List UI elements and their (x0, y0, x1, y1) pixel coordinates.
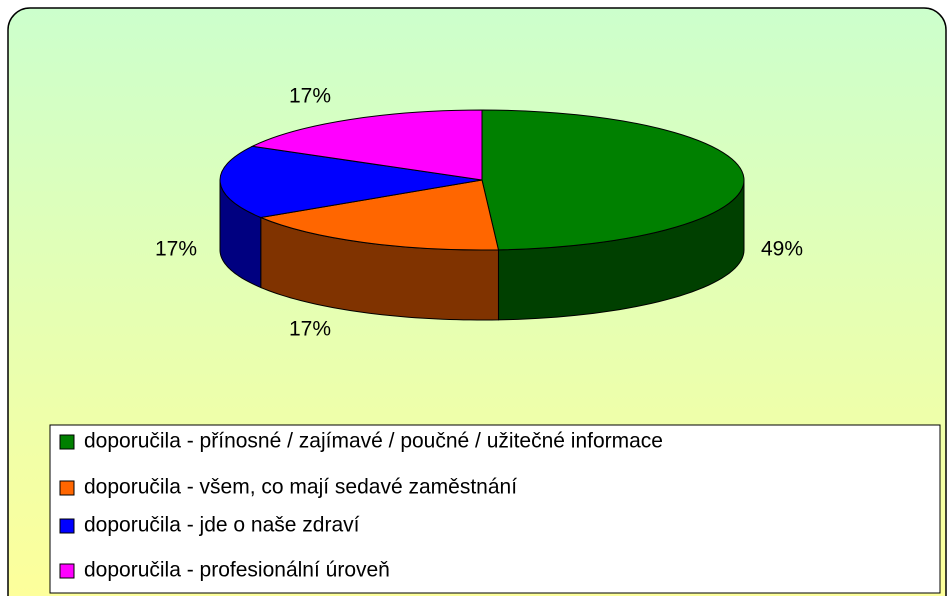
data-label: 17% (155, 238, 197, 261)
legend-label: doporučila - jde o naše zdraví (84, 514, 360, 537)
legend-label: doporučila - všem, co mají sedavé zaměst… (84, 476, 517, 499)
pie-slice (250, 109, 483, 181)
legend-swatch (59, 518, 75, 534)
data-label: 17% (289, 85, 331, 108)
data-label: 49% (761, 238, 803, 261)
data-label: 17% (289, 318, 331, 341)
pie-slice (259, 179, 500, 251)
legend-box (49, 424, 941, 594)
legend-swatch (59, 563, 75, 579)
legend-swatch (59, 480, 75, 496)
pie-slice (481, 109, 745, 251)
pie-slice (219, 145, 483, 219)
legend-label: doporučila - přínosné / zajímavé / poučn… (84, 430, 663, 453)
legend-label: doporučila - profesionální úroveň (84, 559, 390, 582)
legend-swatch (59, 434, 75, 450)
